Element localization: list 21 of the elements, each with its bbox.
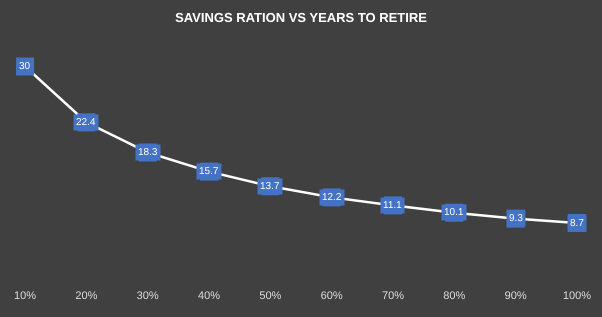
x-tick-label: 50% xyxy=(259,290,282,302)
data-label: 18.3 xyxy=(138,147,158,158)
x-tick-label: 80% xyxy=(443,290,466,302)
data-label: 10.1 xyxy=(444,207,464,218)
x-tick-label: 70% xyxy=(382,290,404,302)
data-label: 11.1 xyxy=(383,200,402,211)
x-tick-label: 10% xyxy=(14,290,36,302)
x-tick-label: 60% xyxy=(320,290,343,302)
data-label: 9.3 xyxy=(509,213,524,224)
x-tick-label: 90% xyxy=(504,290,527,302)
x-tick-label: 30% xyxy=(136,290,159,302)
x-tick-label: 40% xyxy=(198,290,220,302)
data-label: 15.7 xyxy=(199,166,219,177)
data-label: 8.7 xyxy=(570,218,584,229)
x-tick-label: 20% xyxy=(75,290,98,302)
data-label: 30 xyxy=(19,61,31,72)
data-label: 13.7 xyxy=(260,181,280,192)
x-tick-label: 100% xyxy=(562,290,592,302)
chart-title: SAVINGS RATION VS YEARS TO RETIRE xyxy=(175,10,428,25)
data-label: 22.4 xyxy=(76,117,96,128)
data-label: 12.2 xyxy=(322,192,342,203)
